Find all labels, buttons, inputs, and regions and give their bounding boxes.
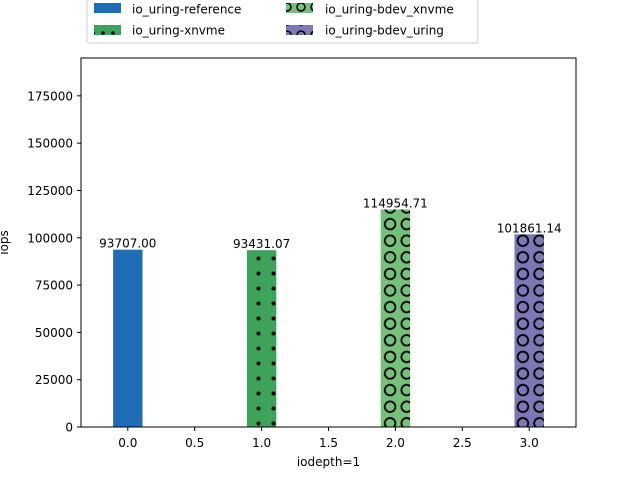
legend-swatch-io_uring-reference [94, 3, 121, 13]
x-axis-label: iodepth=1 [297, 455, 360, 469]
y-tick-label: 125000 [27, 184, 73, 198]
y-tick-label: 75000 [35, 279, 73, 293]
value-label-io_uring-bdev_xnvme: 114954.71 [363, 196, 428, 210]
x-axis: 0.0 0.5 1.0 1.5 2.0 2.5 3.0 [118, 427, 539, 450]
y-axis-label: iops [0, 230, 11, 255]
value-label-io_uring-xnvme: 93431.07 [233, 237, 290, 251]
y-tick-label: 0 [65, 421, 73, 435]
bar-io_uring-reference [113, 249, 143, 427]
value-labels-layer: 93707.00 93431.07 114954.71 101861.14 [99, 196, 561, 251]
x-tick-label: 0.5 [185, 436, 204, 450]
legend-label-io_uring-xnvme: io_uring-xnvme [132, 24, 225, 38]
y-tick-label: 50000 [35, 326, 73, 340]
legend-box [86, 0, 479, 44]
y-axis: 0 25000 50000 75000 100000 125000 150000 175000 [27, 89, 81, 435]
value-label-io_uring-reference: 93707.00 [99, 237, 156, 251]
bar-io_uring-xnvme [246, 250, 277, 427]
x-tick-label: 0.0 [118, 436, 137, 450]
x-tick-label: 3.0 [520, 436, 539, 450]
legend: io_uring-reference io_uring-xnvme io_uri… [86, 0, 479, 44]
x-tick-label: 1.5 [319, 436, 338, 450]
y-tick-label: 175000 [27, 89, 73, 103]
bars-layer [113, 209, 544, 427]
value-label-io_uring-bdev_uring: 101861.14 [497, 221, 562, 235]
legend-label-io_uring-bdev_uring: io_uring-bdev_uring [325, 24, 444, 38]
legend-swatch-io_uring-bdev_uring [286, 25, 313, 35]
legend-swatch-io_uring-bdev_xnvme [286, 3, 313, 13]
x-tick-label: 2.0 [386, 436, 405, 450]
x-tick-label: 1.0 [252, 436, 271, 450]
y-tick-label: 100000 [27, 231, 73, 245]
y-tick-label: 25000 [35, 373, 73, 387]
legend-swatch-io_uring-xnvme [94, 25, 121, 35]
legend-label-io_uring-reference: io_uring-reference [132, 3, 241, 17]
x-tick-label: 2.5 [453, 436, 472, 450]
y-tick-label: 150000 [27, 137, 73, 151]
bar-io_uring-bdev_xnvme [380, 209, 411, 427]
bar-io_uring-bdev_uring [514, 234, 544, 427]
legend-label-io_uring-bdev_xnvme: io_uring-bdev_xnvme [325, 3, 454, 17]
